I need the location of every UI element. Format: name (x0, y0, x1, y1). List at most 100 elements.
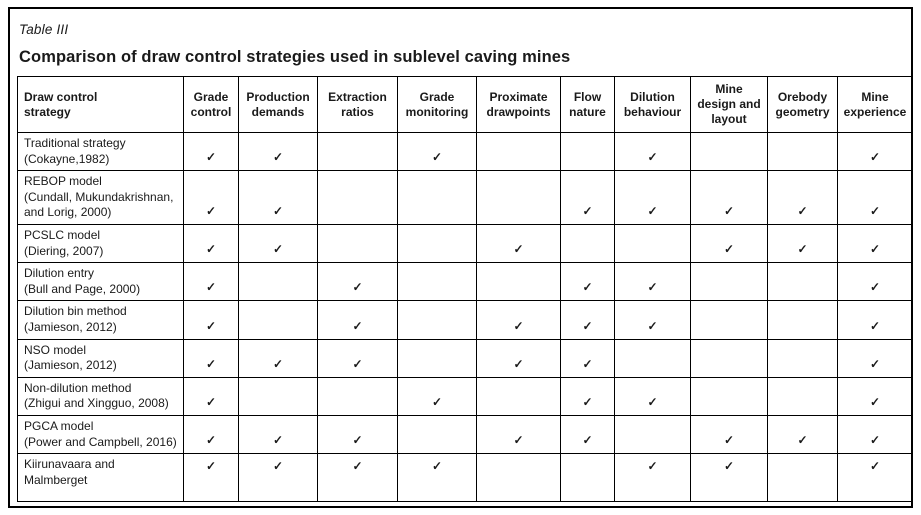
checkmark: ✓ (837, 223, 911, 264)
empty-cell (690, 338, 768, 378)
empty-cell (476, 376, 561, 416)
empty-cell (767, 300, 838, 340)
table-number-label: Table III (19, 22, 69, 37)
empty-cell (614, 414, 691, 455)
strategy-label: NSO model (Jamieson, 2012) (17, 338, 184, 378)
checkmark: ✓ (690, 453, 768, 503)
checkmark: ✓ (837, 131, 911, 172)
empty-cell (767, 131, 838, 172)
checkmark: ✓ (560, 414, 615, 455)
empty-cell (476, 170, 561, 225)
checkmark: ✓ (317, 262, 398, 302)
checkmark: ✓ (317, 414, 398, 455)
checkmark: ✓ (317, 300, 398, 340)
checkmark: ✓ (614, 170, 691, 225)
column-header: Orebody geometry (767, 76, 838, 133)
empty-cell (476, 131, 561, 172)
empty-cell (397, 170, 477, 225)
empty-cell (317, 131, 398, 172)
checkmark: ✓ (560, 338, 615, 378)
column-header: Draw control strategy (17, 76, 184, 133)
checkmark: ✓ (690, 170, 768, 225)
checkmark: ✓ (183, 338, 239, 378)
checkmark: ✓ (690, 223, 768, 264)
checkmark: ✓ (183, 453, 239, 503)
checkmark: ✓ (837, 453, 911, 503)
comparison-table: Draw control strategy Grade control Produc… (17, 76, 911, 503)
empty-cell (614, 338, 691, 378)
empty-cell (767, 376, 838, 416)
table-row: Traditional strategy (Cokayne,1982) ✓ ✓ ✓ ✓ ✓ (17, 131, 911, 172)
column-header: Grade monitoring (397, 76, 477, 133)
table-row: Dilution entry (Bull and Page, 2000) ✓ ✓ ✓ ✓… (17, 262, 911, 302)
checkmark: ✓ (183, 262, 239, 302)
checkmark: ✓ (837, 414, 911, 455)
empty-cell (767, 338, 838, 378)
checkmark: ✓ (397, 453, 477, 503)
column-header: Grade control (183, 76, 239, 133)
checkmark: ✓ (560, 170, 615, 225)
column-header: Production demands (238, 76, 318, 133)
table-header: Draw control strategy Grade control Produc… (17, 76, 911, 133)
strategy-label: PCSLC model (Diering, 2007) (17, 223, 184, 264)
strategy-label: Traditional strategy (Cokayne,1982) (17, 131, 184, 172)
table-row: PGCA model (Power and Campbell, 2016) ✓ ✓ ✓… (17, 414, 911, 455)
empty-cell (690, 300, 768, 340)
checkmark: ✓ (183, 300, 239, 340)
table-row: Non-dilution method (Zhigui and Xingguo,… (17, 376, 911, 416)
checkmark: ✓ (238, 223, 318, 264)
strategy-label: REBOP model (Cundall, Mukundakrishnan, a… (17, 170, 184, 225)
checkmark: ✓ (767, 414, 838, 455)
checkmark: ✓ (183, 223, 239, 264)
empty-cell (397, 262, 477, 302)
checkmark: ✓ (837, 338, 911, 378)
checkmark: ✓ (476, 223, 561, 264)
empty-cell (767, 453, 838, 503)
checkmark: ✓ (183, 131, 239, 172)
checkmark: ✓ (614, 376, 691, 416)
empty-cell (690, 262, 768, 302)
checkmark: ✓ (476, 338, 561, 378)
column-header: Flow nature (560, 76, 615, 133)
checkmark: ✓ (837, 376, 911, 416)
empty-cell (560, 131, 615, 172)
empty-cell (690, 376, 768, 416)
empty-cell (560, 453, 615, 503)
header-row: Draw control strategy Grade control Produc… (17, 76, 911, 133)
strategy-label: Dilution bin method (Jamieson, 2012) (17, 300, 184, 340)
checkmark: ✓ (238, 414, 318, 455)
checkmark: ✓ (183, 414, 239, 455)
table-row: NSO model (Jamieson, 2012) ✓ ✓ ✓ ✓ ✓ ✓ (17, 338, 911, 378)
checkmark: ✓ (238, 170, 318, 225)
checkmark: ✓ (767, 170, 838, 225)
checkmark: ✓ (614, 131, 691, 172)
table-row: Dilution bin method (Jamieson, 2012) ✓ ✓ ✓ ✓… (17, 300, 911, 340)
empty-cell (317, 376, 398, 416)
checkmark: ✓ (614, 262, 691, 302)
empty-cell (767, 262, 838, 302)
checkmark: ✓ (837, 300, 911, 340)
checkmark: ✓ (317, 338, 398, 378)
checkmark: ✓ (837, 170, 911, 225)
empty-cell (476, 262, 561, 302)
strategy-label: PGCA model (Power and Campbell, 2016) (17, 414, 184, 455)
table-frame: Table III Comparison of draw control str… (8, 7, 913, 508)
checkmark: ✓ (238, 338, 318, 378)
table-row: REBOP model (Cundall, Mukundakrishnan, a… (17, 170, 911, 225)
empty-cell (317, 170, 398, 225)
empty-cell (690, 131, 768, 172)
strategy-label: Dilution entry (Bull and Page, 2000) (17, 262, 184, 302)
column-header: Extraction ratios (317, 76, 398, 133)
checkmark: ✓ (238, 453, 318, 503)
empty-cell (560, 223, 615, 264)
table-row: PCSLC model (Diering, 2007) ✓ ✓ ✓ ✓ ✓ ✓ (17, 223, 911, 264)
checkmark: ✓ (183, 376, 239, 416)
checkmark: ✓ (476, 414, 561, 455)
empty-cell (397, 223, 477, 264)
empty-cell (397, 300, 477, 340)
table-body: Traditional strategy (Cokayne,1982) ✓ ✓ ✓ ✓ ✓… (17, 131, 911, 503)
empty-cell (614, 223, 691, 264)
checkmark: ✓ (560, 376, 615, 416)
empty-cell (238, 376, 318, 416)
